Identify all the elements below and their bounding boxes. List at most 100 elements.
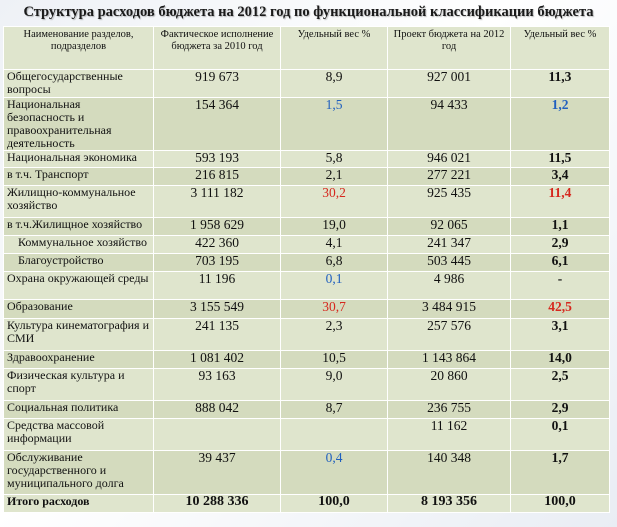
share-2010-cell: 30,7	[280, 299, 388, 319]
fact-2010-cell: 422 360	[153, 235, 281, 254]
share-2012-cell: 11,3	[510, 69, 610, 98]
share-2010-cell	[280, 418, 388, 451]
share-2010-cell: 6,8	[280, 253, 388, 272]
share-2012-cell: 1,7	[510, 450, 610, 495]
table-row: Физическая культура и спорт 93 163 9,0 2…	[3, 368, 610, 401]
table-row: Коммунальное хозяйство 422 360 4,1 241 3…	[3, 235, 610, 254]
header-share-2010: Удельный вес %	[280, 26, 388, 70]
share-2012-cell: 1,1	[510, 217, 610, 236]
project-2012-cell: 1 143 864	[387, 350, 511, 369]
share-2012-cell: 2,9	[510, 235, 610, 254]
table-row: Охрана окружающей среды 11 196 0,1 4 986…	[3, 271, 610, 300]
header-share-2012: Удельный вес %	[510, 26, 610, 70]
share-2010-cell: 100,0	[280, 494, 388, 513]
project-2012-cell: 4 986	[387, 271, 511, 300]
row-name: Физическая культура и спорт	[3, 368, 154, 401]
share-2012-cell: 3,1	[510, 318, 610, 351]
table-header-row: Наименование разделов, подразделов Факти…	[3, 26, 610, 70]
row-name: Национальная безопасность и правоохранит…	[3, 97, 154, 151]
fact-2010-cell: 39 437	[153, 450, 281, 495]
project-2012-cell: 925 435	[387, 185, 511, 218]
share-2010-cell: 8,7	[280, 400, 388, 419]
fact-2010-cell: 593 193	[153, 150, 281, 168]
project-2012-cell: 241 347	[387, 235, 511, 254]
row-name: Общегосударственные вопросы	[3, 69, 154, 98]
fact-2010-cell: 10 288 336	[153, 494, 281, 513]
fact-2010-cell: 703 195	[153, 253, 281, 272]
share-2010-cell: 1,5	[280, 97, 388, 151]
fact-2010-cell: 3 155 549	[153, 299, 281, 319]
share-2012-cell: 11,5	[510, 150, 610, 168]
share-2012-cell: 100,0	[510, 494, 610, 513]
share-2012-cell: 0,1	[510, 418, 610, 451]
fact-2010-cell: 3 111 182	[153, 185, 281, 218]
table-row: Социальная политика 888 042 8,7 236 755 …	[3, 400, 610, 419]
row-name: в т.ч.Жилищное хозяйство	[3, 217, 154, 236]
fact-2010-cell: 1 958 629	[153, 217, 281, 236]
share-2010-cell: 4,1	[280, 235, 388, 254]
table-row: Здравоохранение 1 081 402 10,5 1 143 864…	[3, 350, 610, 369]
fact-2010-cell: 154 364	[153, 97, 281, 151]
share-2010-cell: 2,1	[280, 167, 388, 186]
row-name: Обслуживание государственного и муниципа…	[3, 450, 154, 495]
fact-2010-cell: 919 673	[153, 69, 281, 98]
table-row: Жилищно-коммунальное хозяйство 3 111 182…	[3, 185, 610, 218]
project-2012-cell: 11 162	[387, 418, 511, 451]
fact-2010-cell: 1 081 402	[153, 350, 281, 369]
fact-2010-cell: 11 196	[153, 271, 281, 300]
budget-table: Наименование разделов, подразделов Факти…	[3, 26, 610, 513]
total-row: Итого расходов 10 288 336 100,0 8 193 35…	[3, 494, 610, 513]
share-2010-cell: 0,4	[280, 450, 388, 495]
row-name: Коммунальное хозяйство	[3, 235, 154, 254]
share-2010-cell: 5,8	[280, 150, 388, 168]
share-2012-cell: 1,2	[510, 97, 610, 151]
fact-2010-cell: 888 042	[153, 400, 281, 419]
share-2010-cell: 2,3	[280, 318, 388, 351]
project-2012-cell: 8 193 356	[387, 494, 511, 513]
table-row: в т.ч.Жилищное хозяйство 1 958 629 19,0 …	[3, 217, 610, 236]
fact-2010-cell: 216 815	[153, 167, 281, 186]
row-name: Социальная политика	[3, 400, 154, 419]
row-name: Национальная экономика	[3, 150, 154, 168]
table-row: Средства массовой информации 11 162 0,1	[3, 418, 610, 451]
fact-2010-cell	[153, 418, 281, 451]
share-2010-cell: 10,5	[280, 350, 388, 369]
share-2012-cell: 6,1	[510, 253, 610, 272]
page-title: Структура расходов бюджета на 2012 год п…	[23, 4, 594, 20]
share-2012-cell: 14,0	[510, 350, 610, 369]
share-2012-cell: 2,5	[510, 368, 610, 401]
project-2012-cell: 927 001	[387, 69, 511, 98]
share-2010-cell: 9,0	[280, 368, 388, 401]
project-2012-cell: 503 445	[387, 253, 511, 272]
share-2012-cell: 42,5	[510, 299, 610, 319]
header-name: Наименование разделов, подразделов	[3, 26, 154, 70]
project-2012-cell: 277 221	[387, 167, 511, 186]
row-name: Охрана окружающей среды	[3, 271, 154, 300]
table-row: Обслуживание государственного и муниципа…	[3, 450, 610, 495]
share-2012-cell: 3,4	[510, 167, 610, 186]
share-2010-cell: 19,0	[280, 217, 388, 236]
project-2012-cell: 946 021	[387, 150, 511, 168]
row-name: Благоустройство	[3, 253, 154, 272]
table-row: в т.ч. Транспорт 216 815 2,1 277 221 3,4	[3, 167, 610, 186]
row-name: Средства массовой информации	[3, 418, 154, 451]
share-2012-cell: 11,4	[510, 185, 610, 218]
table-row: Образование 3 155 549 30,7 3 484 915 42,…	[3, 299, 610, 319]
row-name: Жилищно-коммунальное хозяйство	[3, 185, 154, 218]
table-row: Благоустройство 703 195 6,8 503 445 6,1	[3, 253, 610, 272]
row-name: Итого расходов	[3, 494, 154, 513]
table-row: Культура кинематография и СМИ 241 135 2,…	[3, 318, 610, 351]
row-name: в т.ч. Транспорт	[3, 167, 154, 186]
table-row: Национальная экономика 593 193 5,8 946 0…	[3, 150, 610, 168]
project-2012-cell: 236 755	[387, 400, 511, 419]
header-project-2012: Проект бюджета на 2012 год	[387, 26, 511, 70]
project-2012-cell: 140 348	[387, 450, 511, 495]
share-2010-cell: 0,1	[280, 271, 388, 300]
fact-2010-cell: 93 163	[153, 368, 281, 401]
project-2012-cell: 3 484 915	[387, 299, 511, 319]
share-2010-cell: 8,9	[280, 69, 388, 98]
row-name: Здравоохранение	[3, 350, 154, 369]
project-2012-cell: 92 065	[387, 217, 511, 236]
table-row: Общегосударственные вопросы 919 673 8,9 …	[3, 69, 610, 98]
share-2012-cell: 2,9	[510, 400, 610, 419]
